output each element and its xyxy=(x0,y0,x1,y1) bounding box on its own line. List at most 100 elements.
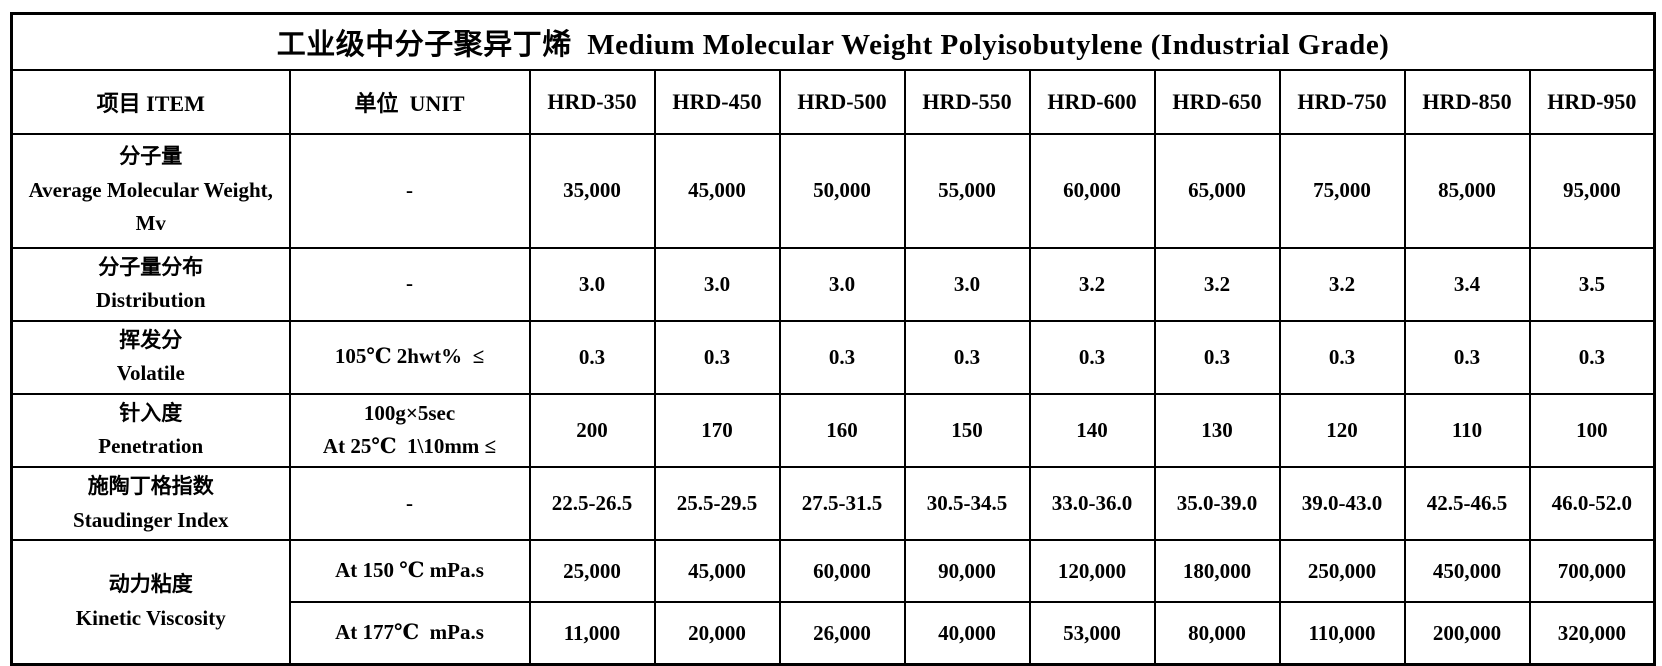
value-cell: 200,000 xyxy=(1403,601,1531,666)
value-cell: 42.5-46.5 xyxy=(1403,466,1531,542)
item-cell-volatile: 挥发分 Volatile xyxy=(10,319,291,395)
value-cell: 95,000 xyxy=(1528,132,1656,249)
value-cell: 85,000 xyxy=(1403,132,1531,249)
value-cell: 20,000 xyxy=(653,601,781,666)
value-cell: 11,000 xyxy=(528,601,656,666)
header-row: 项目 ITEM 单位 UNIT HRD-350 HRD-450 HRD-500 HRD… xyxy=(10,68,1656,135)
value-cell: 26,000 xyxy=(778,601,906,666)
value-cell: 55,000 xyxy=(903,132,1031,249)
item-label-line: Penetration xyxy=(98,434,204,459)
unit-label-line: - xyxy=(406,271,413,296)
unit-label-line: 100g×5sec xyxy=(363,400,456,425)
unit-cell-staudinger-index: - xyxy=(288,466,531,542)
unit-cell-kinetic-viscosity-150c: At 150 ℃ mPa.s xyxy=(288,539,531,604)
value-cell: 3.5 xyxy=(1528,246,1656,322)
value-cell: 90,000 xyxy=(903,539,1031,604)
item-cell-staudinger-index: 施陶丁格指数 Staudinger Index xyxy=(10,466,291,542)
value-cell: 180,000 xyxy=(1153,539,1281,604)
value-cell: 3.0 xyxy=(653,246,781,322)
item-label-line: 施陶丁格指数 xyxy=(87,474,214,499)
item-label-line: Average Molecular Weight, xyxy=(28,177,273,202)
unit-label-line: At 25℃ 1\10mm ≤ xyxy=(322,434,497,459)
column-header-hrd-750: HRD-750 xyxy=(1278,68,1406,135)
value-cell: 40,000 xyxy=(903,601,1031,666)
value-cell: 35,000 xyxy=(528,132,656,249)
column-header-hrd-450: HRD-450 xyxy=(653,68,781,135)
item-label-line: Volatile xyxy=(116,361,185,386)
table-row: 挥发分 Volatile 105℃ 2hwt% ≤0.3 0.3 0.3 0.3 0.3 0.… xyxy=(10,319,1656,395)
unit-label-line: - xyxy=(406,490,413,515)
item-cell-kinetic-viscosity-150c: 动力粘度 Kinetic Viscosity xyxy=(10,539,291,666)
value-cell: 700,000 xyxy=(1528,539,1656,604)
unit-cell-average-molecular-weight: - xyxy=(288,132,531,249)
value-cell: 160 xyxy=(778,392,906,469)
value-cell: 75,000 xyxy=(1278,132,1406,249)
table-row: 分子量分布 Distribution -3.0 3.0 3.0 3.0 3.2 3.2 3.2 3… xyxy=(10,246,1656,322)
value-cell: 22.5-26.5 xyxy=(528,466,656,542)
value-cell: 25.5-29.5 xyxy=(653,466,781,542)
value-cell: 3.2 xyxy=(1278,246,1406,322)
column-header-hrd-350: HRD-350 xyxy=(528,68,656,135)
unit-label-line: At 177℃ mPa.s xyxy=(335,620,484,645)
unit-cell-penetration: 100g×5sec At 25℃ 1\10mm ≤ xyxy=(288,392,531,469)
unit-cell-distribution: - xyxy=(288,246,531,322)
table-row: 针入度 Penetration 100g×5sec At 25℃ 1\10mm ≤ 20… xyxy=(10,392,1656,469)
column-header-hrd-500: HRD-500 xyxy=(778,68,906,135)
value-cell: 170 xyxy=(653,392,781,469)
value-cell: 150 xyxy=(903,392,1031,469)
item-cell-average-molecular-weight: 分子量 Average Molecular Weight, Mv xyxy=(10,132,291,249)
table-row: 动力粘度 Kinetic Viscosity At 150 ℃ mPa.s 25,00… xyxy=(10,539,1656,666)
value-cell: 80,000 xyxy=(1153,601,1281,666)
item-cell-distribution: 分子量分布 Distribution xyxy=(10,246,291,322)
value-cell: 0.3 xyxy=(1403,319,1531,395)
value-cell: 0.3 xyxy=(1153,319,1281,395)
column-header-item: 项目 ITEM xyxy=(10,68,291,135)
item-cell-penetration: 针入度 Penetration xyxy=(10,392,291,469)
page-title: 工业级中分子聚异丁烯 Medium Molecular Weight Polyi… xyxy=(10,12,1656,71)
column-header-hrd-850: HRD-850 xyxy=(1403,68,1531,135)
value-cell: 0.3 xyxy=(1528,319,1656,395)
value-cell: 3.0 xyxy=(778,246,906,322)
column-header-hrd-650: HRD-650 xyxy=(1153,68,1281,135)
value-cell: 39.0-43.0 xyxy=(1278,466,1406,542)
value-cell: 0.3 xyxy=(778,319,906,395)
item-label-line: Mv xyxy=(135,211,166,236)
value-cell: 110,000 xyxy=(1278,601,1406,666)
value-cell: 33.0-36.0 xyxy=(1028,466,1156,542)
value-cell: 46.0-52.0 xyxy=(1528,466,1656,542)
value-cell: 120 xyxy=(1278,392,1406,469)
column-header-unit: 单位 UNIT xyxy=(288,68,531,135)
unit-label-line: - xyxy=(406,177,413,202)
table-row: 施陶丁格指数 Staudinger Index - 22.5-26.5 25.5-29.… xyxy=(10,466,1656,542)
value-cell: 100 xyxy=(1528,392,1656,469)
value-cell: 0.3 xyxy=(653,319,781,395)
unit-cell-kinetic-viscosity-177c: At 177℃ mPa.s xyxy=(288,601,531,666)
value-cell: 65,000 xyxy=(1153,132,1281,249)
value-cell: 27.5-31.5 xyxy=(778,466,906,542)
column-header-hrd-550: HRD-550 xyxy=(903,68,1031,135)
value-cell: 60,000 xyxy=(1028,132,1156,249)
title-row: 工业级中分子聚异丁烯 Medium Molecular Weight Polyi… xyxy=(10,12,1656,71)
item-label-line: 针入度 xyxy=(119,400,183,425)
value-cell: 450,000 xyxy=(1403,539,1531,604)
value-cell: 200 xyxy=(528,392,656,469)
value-cell: 130 xyxy=(1153,392,1281,469)
value-cell: 3.0 xyxy=(528,246,656,322)
value-cell: 3.4 xyxy=(1403,246,1531,322)
value-cell: 0.3 xyxy=(903,319,1031,395)
value-cell: 60,000 xyxy=(778,539,906,604)
unit-label-line: At 150 ℃ mPa.s xyxy=(335,558,484,583)
value-cell: 53,000 xyxy=(1028,601,1156,666)
item-label-line: Kinetic Viscosity xyxy=(75,606,226,630)
column-header-hrd-950: HRD-950 xyxy=(1528,68,1656,135)
value-cell: 140 xyxy=(1028,392,1156,469)
value-cell: 45,000 xyxy=(653,132,781,249)
value-cell: 0.3 xyxy=(1028,319,1156,395)
value-cell: 110 xyxy=(1403,392,1531,469)
value-cell: 25,000 xyxy=(528,539,656,604)
value-cell: 50,000 xyxy=(778,132,906,249)
value-cell: 3.2 xyxy=(1028,246,1156,322)
value-cell: 120,000 xyxy=(1028,539,1156,604)
item-label-line: 分子量分布 xyxy=(98,254,204,279)
